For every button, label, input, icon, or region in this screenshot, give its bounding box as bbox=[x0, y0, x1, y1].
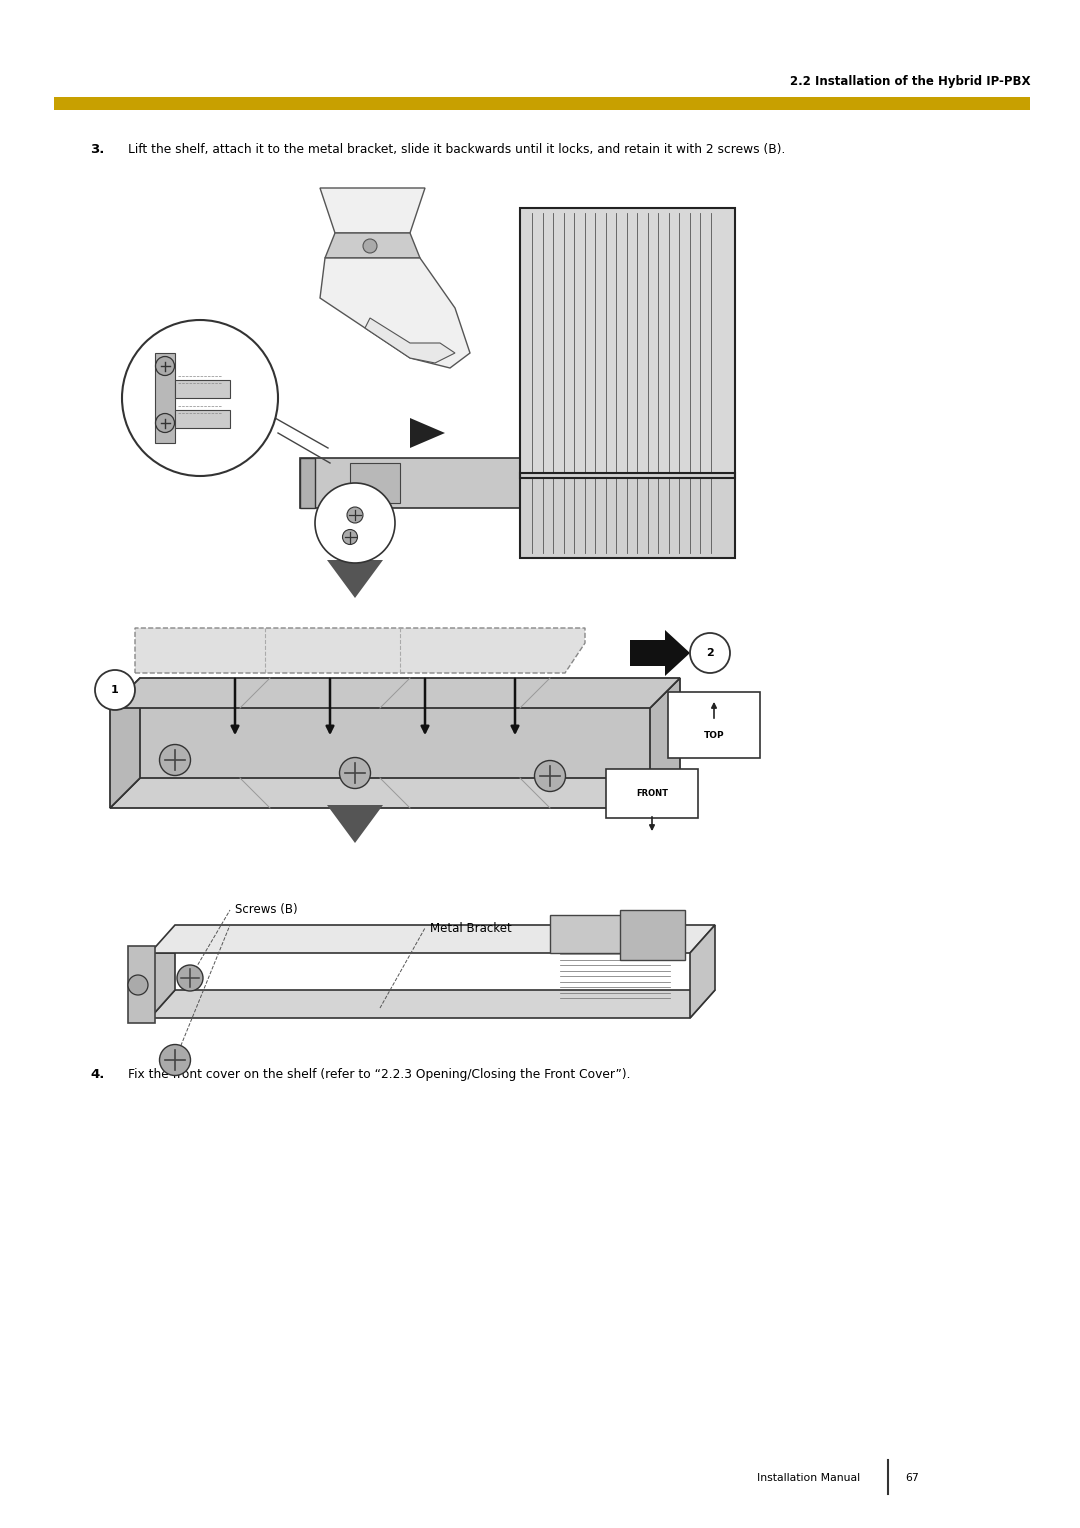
Text: Installation Manual: Installation Manual bbox=[757, 1473, 860, 1484]
Text: 2: 2 bbox=[706, 648, 714, 659]
Circle shape bbox=[315, 483, 395, 562]
Text: Lift the shelf, attach it to the metal bracket, slide it backwards until it lock: Lift the shelf, attach it to the metal b… bbox=[129, 144, 785, 156]
Bar bbox=[620, 911, 685, 960]
Circle shape bbox=[129, 975, 148, 995]
Text: 4.: 4. bbox=[90, 1068, 105, 1080]
Polygon shape bbox=[327, 559, 383, 597]
Circle shape bbox=[95, 669, 135, 711]
Bar bbox=[350, 463, 400, 503]
Circle shape bbox=[363, 238, 377, 254]
Polygon shape bbox=[156, 353, 175, 443]
Bar bbox=[519, 474, 735, 558]
Polygon shape bbox=[320, 188, 426, 232]
Polygon shape bbox=[320, 258, 470, 368]
Bar bbox=[519, 208, 735, 478]
Polygon shape bbox=[325, 232, 420, 258]
Polygon shape bbox=[110, 678, 680, 707]
Polygon shape bbox=[129, 946, 156, 1024]
Bar bbox=[54, 96, 1030, 110]
Circle shape bbox=[347, 507, 363, 523]
Polygon shape bbox=[150, 990, 715, 1018]
Polygon shape bbox=[110, 678, 140, 808]
Bar bbox=[519, 474, 735, 558]
Circle shape bbox=[122, 319, 278, 477]
FancyBboxPatch shape bbox=[669, 692, 760, 758]
Bar bbox=[550, 915, 680, 953]
Polygon shape bbox=[140, 707, 650, 778]
Text: 2.2 Installation of the Hybrid IP-PBX: 2.2 Installation of the Hybrid IP-PBX bbox=[789, 75, 1030, 89]
Text: FRONT: FRONT bbox=[636, 788, 669, 798]
Circle shape bbox=[177, 966, 203, 992]
Polygon shape bbox=[327, 805, 383, 843]
Text: 3.: 3. bbox=[90, 144, 105, 156]
Bar bbox=[175, 410, 230, 428]
Text: 1: 1 bbox=[111, 685, 119, 695]
Circle shape bbox=[160, 744, 190, 776]
Circle shape bbox=[156, 356, 175, 376]
Text: Screws (B): Screws (B) bbox=[235, 903, 298, 917]
Polygon shape bbox=[300, 458, 519, 507]
Polygon shape bbox=[630, 630, 690, 675]
Circle shape bbox=[156, 414, 175, 432]
Polygon shape bbox=[365, 318, 455, 364]
Polygon shape bbox=[150, 953, 175, 1018]
Polygon shape bbox=[690, 924, 715, 1018]
Text: Metal Bracket: Metal Bracket bbox=[430, 921, 512, 935]
Polygon shape bbox=[410, 419, 445, 448]
Polygon shape bbox=[110, 778, 680, 808]
Text: TOP: TOP bbox=[704, 732, 725, 741]
Bar bbox=[519, 208, 735, 478]
Polygon shape bbox=[135, 628, 585, 672]
Polygon shape bbox=[650, 678, 680, 808]
Circle shape bbox=[690, 633, 730, 672]
Circle shape bbox=[339, 758, 370, 788]
Polygon shape bbox=[150, 924, 715, 953]
Circle shape bbox=[160, 1045, 190, 1076]
Circle shape bbox=[535, 761, 566, 792]
Text: Fix the front cover on the shelf (refer to “2.2.3 Opening/Closing the Front Cove: Fix the front cover on the shelf (refer … bbox=[129, 1068, 631, 1080]
Circle shape bbox=[342, 530, 357, 544]
Bar bbox=[175, 380, 230, 397]
Text: 67: 67 bbox=[905, 1473, 919, 1484]
Bar bbox=[300, 458, 315, 507]
FancyBboxPatch shape bbox=[606, 769, 698, 817]
